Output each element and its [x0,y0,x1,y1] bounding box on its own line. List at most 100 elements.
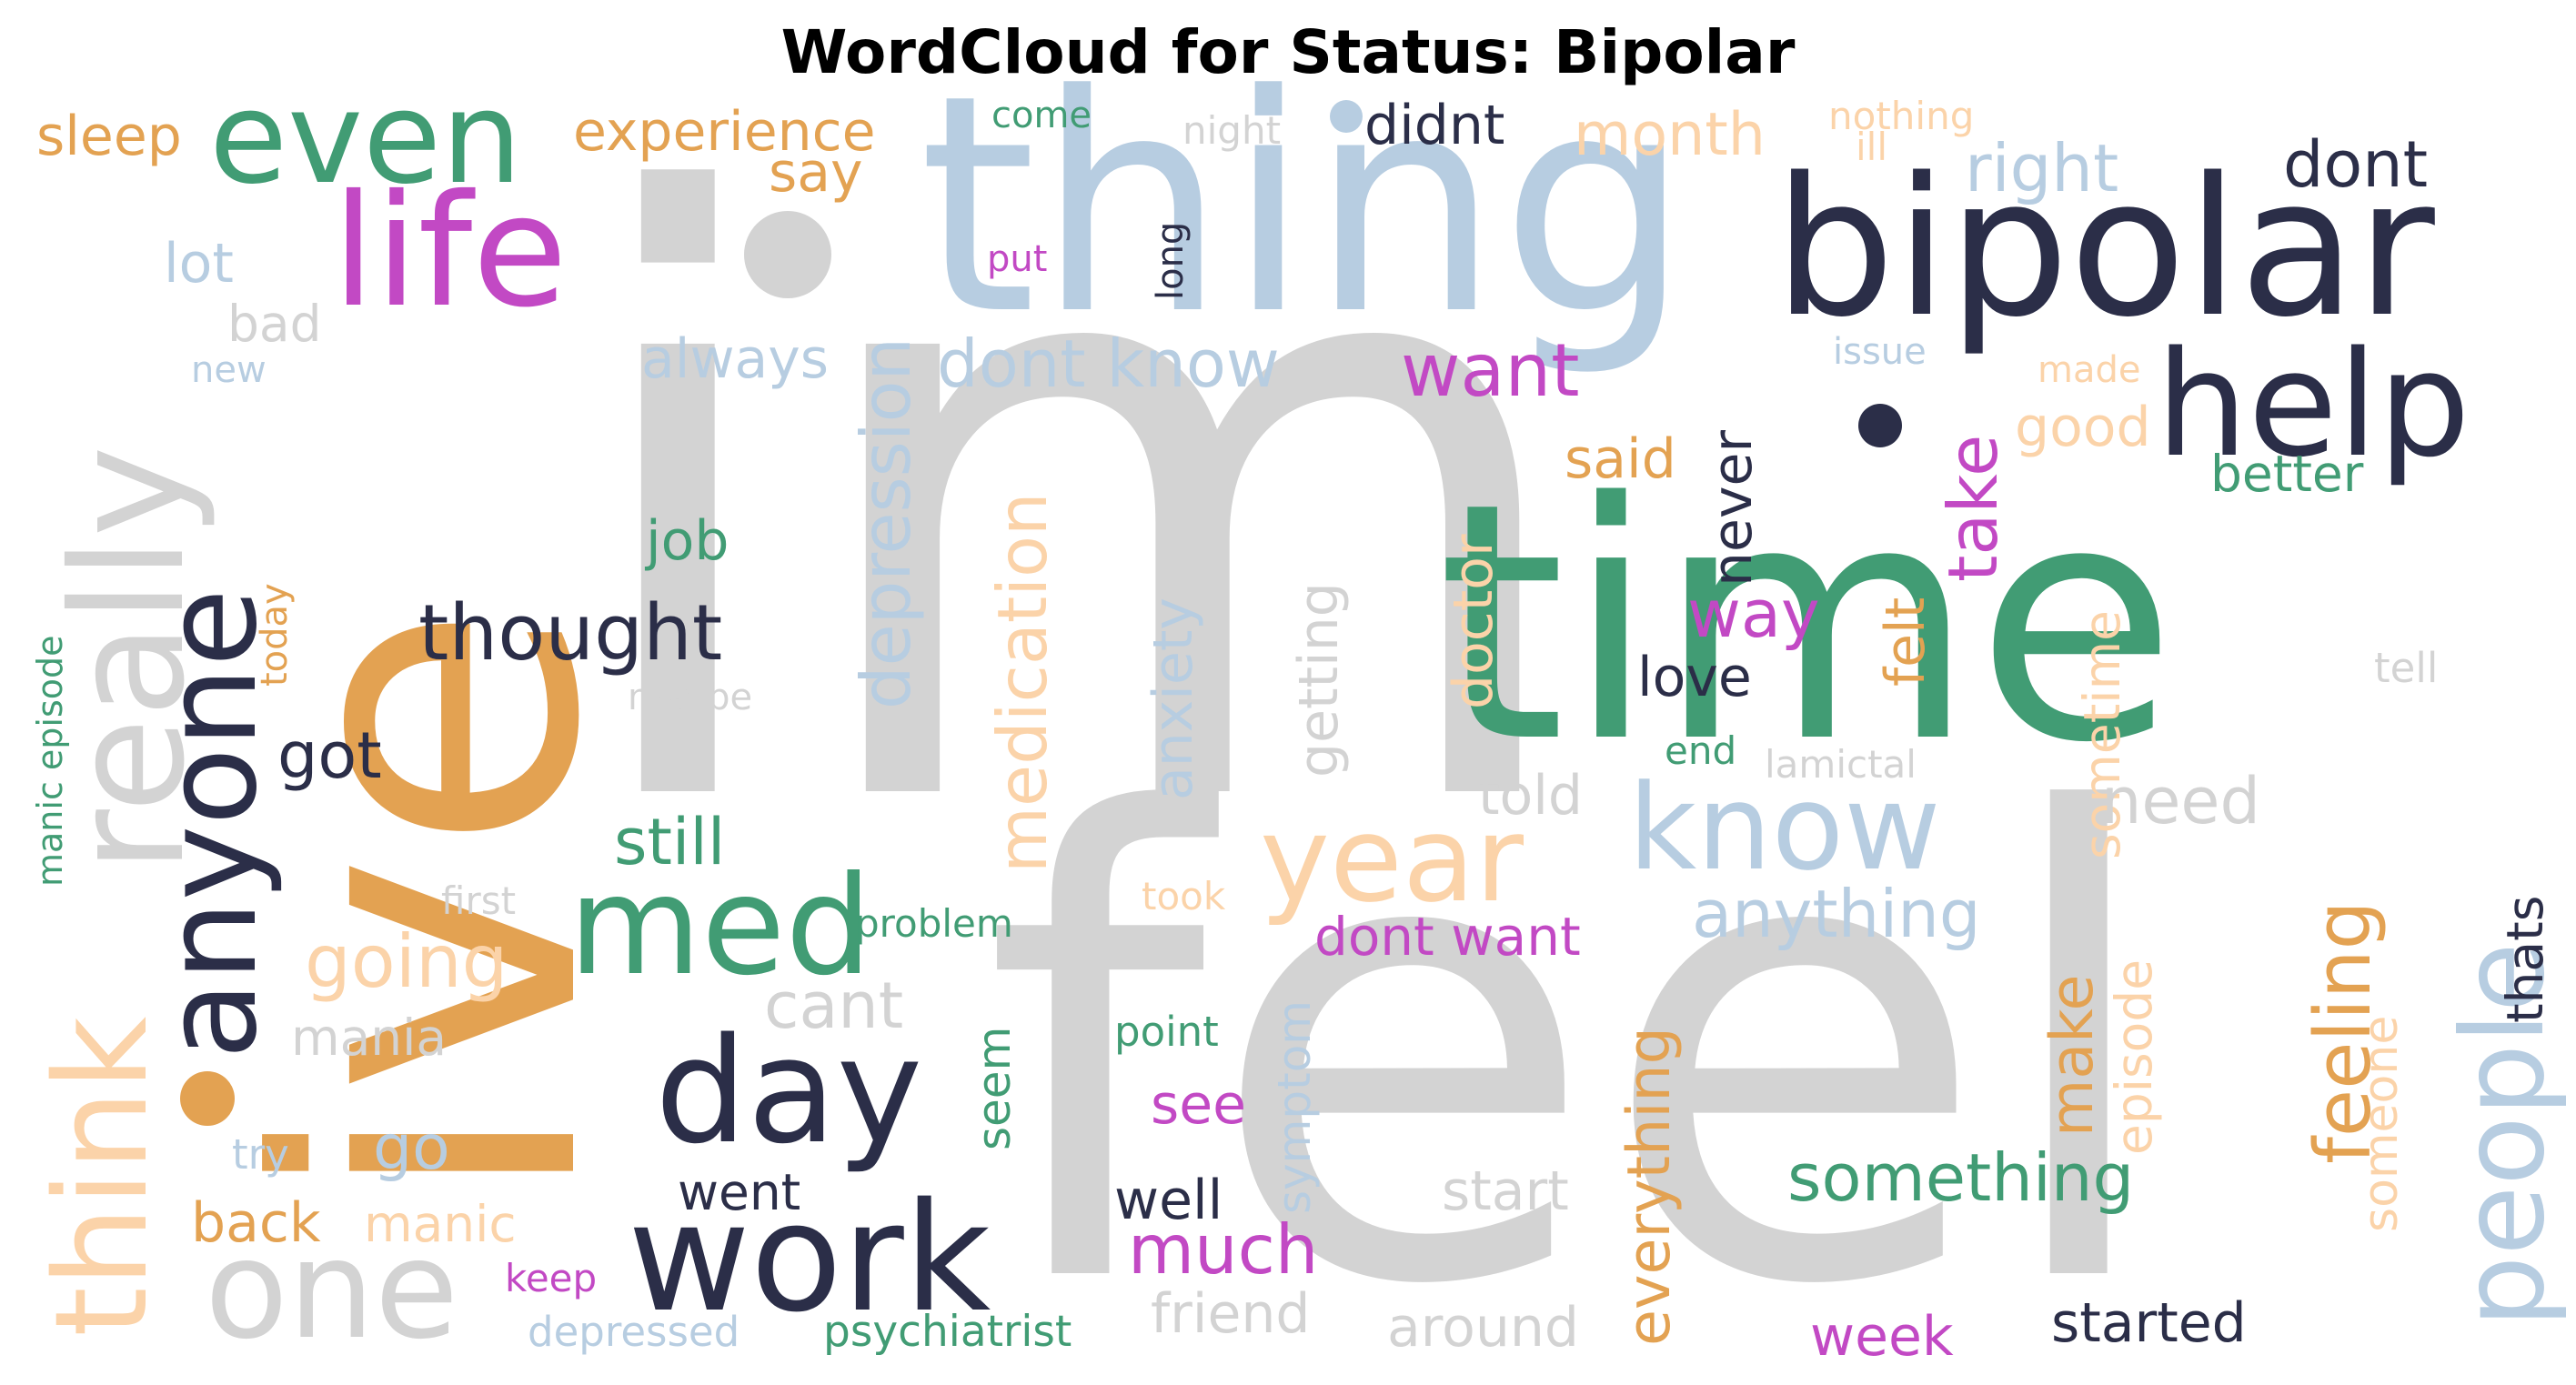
word-month: month [1574,101,1766,169]
word-one: one [205,1211,458,1370]
word-told: told [1478,764,1583,828]
word-something: something [1787,1139,2134,1216]
word-dont-know: dont know [937,326,1280,402]
word-time: time [1437,433,2177,814]
word-life: life [332,162,568,342]
word-say: say [769,141,863,205]
word-people: people [2438,942,2570,1328]
word-getting: getting [1287,582,1351,778]
word-week: week [1810,1305,1954,1369]
word-help: help [2156,319,2470,489]
word-point: point [1114,1008,1219,1056]
word-make: make [2038,975,2107,1137]
word-symptom: symptom [1268,1000,1321,1214]
word-manic: manic [364,1195,517,1253]
word-night: night [1182,108,1281,153]
word-started: started [2051,1291,2247,1355]
word-dot [744,211,831,298]
word-cant: cant [764,968,903,1043]
word-see: see [1151,1073,1246,1137]
word-go: go [373,1112,450,1184]
word-got: got [277,718,382,793]
word-keep: keep [505,1256,597,1300]
word-put: put [987,238,1047,280]
word-well: well [1114,1169,1223,1232]
word-mania: mania [291,1009,447,1067]
word-thing: thing [919,31,1691,380]
word-manic-episode: manic episode [30,635,70,887]
word-better: better [2210,445,2364,503]
word-feeling: feeling [2299,900,2389,1164]
word-dot [1330,100,1363,133]
word-first: first [441,878,516,923]
word-come: come [991,95,1092,136]
word-episode: episode [2105,959,2163,1155]
word-psychiatrist: psychiatrist [823,1307,1072,1357]
word-dont-want: dont want [1314,906,1581,968]
word-anything: anything [1692,876,1981,952]
word-depressed: depressed [528,1308,740,1356]
word-work: work [628,1170,991,1345]
word-ill: ill [1856,125,1887,169]
word-everything: everything [1615,1027,1684,1346]
word-medication: medication [982,492,1062,873]
word-know: know [1628,758,1941,897]
chart-title: WordCloud for Status: Bipolar [780,17,1796,87]
word-always: always [641,327,829,391]
word-sleep: sleep [36,105,182,168]
word-problem: problem [855,901,1013,946]
word-try: try [232,1130,289,1179]
word-ive: ive [194,602,670,1209]
word-anyone: anyone [137,588,286,1059]
word-thats: thats [2496,896,2554,1023]
word-love: love [1637,646,1752,709]
word-said: said [1565,427,1676,491]
word-bad: bad [227,295,322,353]
word-took: took [1142,874,1226,918]
word-doctor: doctor [1442,534,1505,709]
word-year: year [1260,790,1524,928]
word-take: take [1933,435,2013,582]
word-right: right [1965,130,2118,206]
word-friend: friend [1151,1282,1311,1346]
word-sometime: sometime [2073,610,2131,859]
word-start: start [1442,1159,1569,1223]
word-way: way [1687,576,1820,652]
word-bipolar: bipolar [1774,136,2435,359]
word-much: much [1128,1209,1318,1290]
word-experience: experience [573,100,876,164]
word-nothing: nothing [1828,94,1974,138]
word-end: end [1665,728,1736,773]
word-maybe: maybe [628,677,752,718]
word-went: went [678,1163,800,1221]
word-good: good [2015,396,2151,459]
word-think: think [28,1017,176,1337]
word-someone: someone [2354,1016,2409,1232]
word-around: around [1387,1296,1579,1360]
word-anxiety: anxiety [1142,597,1205,800]
word-new: new [191,349,267,391]
word-made: made [2038,349,2140,391]
word-today: today [254,583,296,687]
word-tell: tell [2374,644,2438,692]
word-day: day [655,1006,922,1176]
word-dot [180,1071,235,1126]
word-seem: seem [968,1027,1021,1150]
word-lot: lot [164,232,234,296]
word-im: im [564,33,1589,985]
word-thought: thought [418,588,722,678]
word-back: back [191,1191,321,1255]
word-really: really [39,446,219,873]
word-long: long [1150,222,1192,300]
word-even: even [209,65,522,213]
word-lamictal: lamictal [1765,742,1917,787]
word-didnt: didnt [1364,94,1504,157]
word-feel: feel [982,683,2167,1385]
word-never: never [1701,430,1765,587]
word-still: still [614,805,725,879]
word-felt: felt [1874,597,1937,687]
word-job: job [644,509,729,573]
word-dot [1858,404,1902,447]
word-med: med [569,848,872,1006]
